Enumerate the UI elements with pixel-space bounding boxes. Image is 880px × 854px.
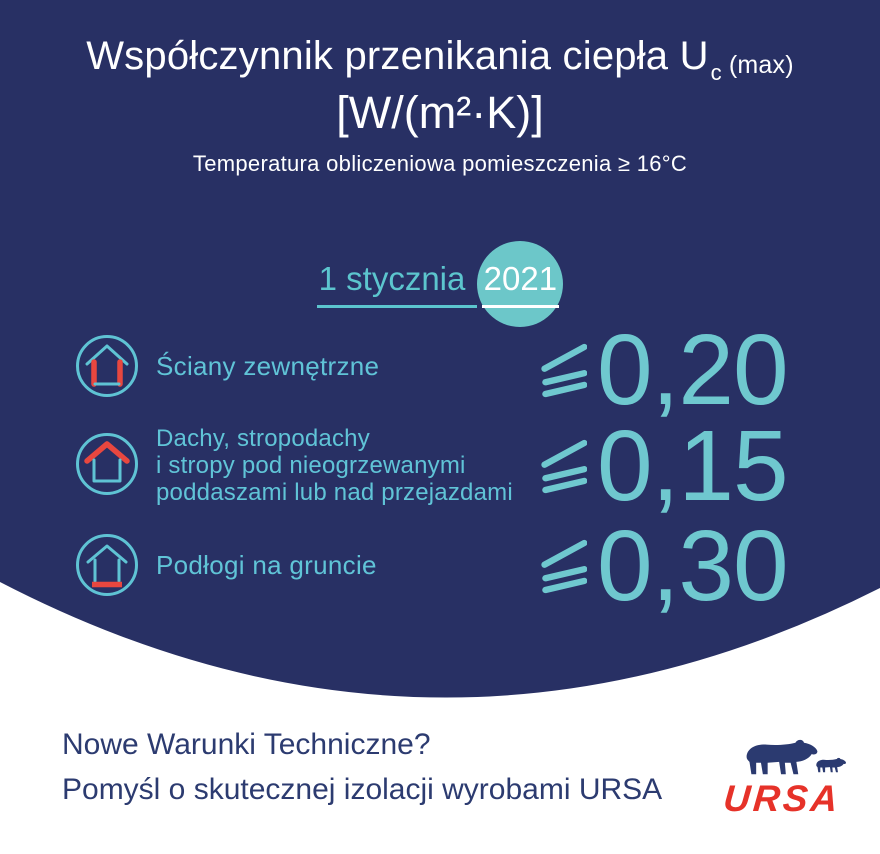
title-symbol-subscript: c	[710, 60, 722, 85]
title-symbol-note: (max)	[728, 51, 794, 79]
row-value-floors: 0,30	[540, 510, 789, 622]
row-label-line: poddaszami lub nad przejazdami	[156, 478, 513, 506]
footer-cta: Pomyśl o skutecznej izolacji wyrobami UR…	[62, 773, 663, 806]
date-prefix: 1 stycznia	[316, 260, 478, 308]
ursa-logo: URSA	[712, 736, 852, 820]
house-roof-icon	[76, 433, 138, 495]
u-value-floors: 0,30	[597, 510, 789, 622]
row-label-line: Podłogi na gruncie	[156, 549, 377, 580]
year-highlight-circle: 2021	[477, 241, 564, 327]
less-equal-icon	[541, 343, 587, 397]
row-label-line: Dachy, stropodachy	[156, 424, 370, 452]
less-equal-icon	[541, 439, 587, 493]
row-label-line: Ściany zewnętrzne	[156, 350, 380, 381]
house-floor-icon	[76, 534, 138, 596]
house-walls-icon	[76, 335, 138, 397]
row-label-floors: Podłogi na gruncie	[156, 532, 377, 598]
row-label-walls: Ściany zewnętrzne	[156, 333, 379, 399]
ursa-wordmark: URSA	[721, 778, 843, 819]
row-label-line: i stropy pod nieogrzewanymi	[156, 451, 466, 479]
footer-question: Nowe Warunki Techniczne?	[62, 728, 431, 761]
title-symbol: U	[679, 34, 709, 78]
u-value-walls: 0,20	[597, 314, 789, 426]
u-value-roofs: 0,15	[597, 410, 789, 522]
row-value-walls: 0,20	[540, 314, 789, 426]
row-value-roofs: 0,15	[540, 410, 789, 522]
polar-bears-icon	[746, 739, 847, 775]
less-equal-icon	[541, 539, 587, 593]
row-label-roofs: Dachy, stropodachy i stropy pod nieogrze…	[156, 424, 513, 506]
effective-date: 1 stycznia 2021	[0, 240, 880, 328]
page-title: Współczynnik przenikania ciepła Uc (max)	[0, 34, 880, 85]
subtitle: Temperatura obliczeniowa pomieszczenia ≥…	[192, 151, 688, 176]
units-line: [W/(m²·K)]	[336, 87, 544, 138]
date-year: 2021	[481, 260, 560, 308]
title-text: Współczynnik przenikania ciepła	[86, 34, 669, 78]
